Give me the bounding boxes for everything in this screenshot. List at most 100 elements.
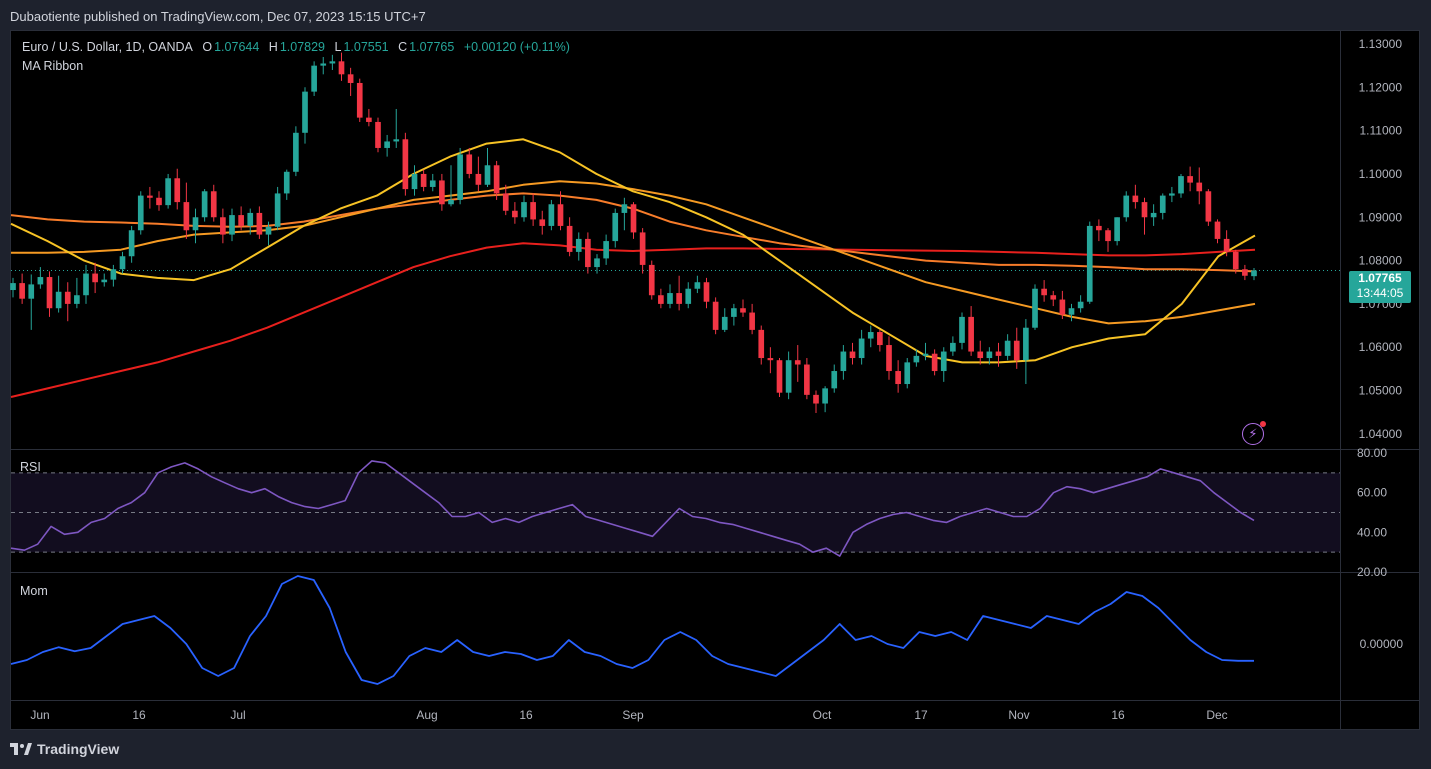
- candle-body: [229, 215, 235, 235]
- mom-label[interactable]: Mom: [20, 584, 48, 598]
- candle-body: [475, 173, 482, 185]
- candle-body: [566, 225, 573, 252]
- candle-body: [448, 199, 454, 205]
- candle-body: [986, 351, 993, 359]
- candle-body: [92, 273, 98, 283]
- candle-body: [502, 193, 509, 211]
- time-tick-label: Jul: [230, 708, 245, 722]
- candle-body: [740, 308, 746, 313]
- rsi-tick-label: 40.00: [1357, 525, 1387, 539]
- candle-body: [867, 332, 874, 339]
- candle-body: [575, 238, 582, 252]
- candle-body: [703, 282, 710, 302]
- candle-body: [639, 232, 646, 265]
- candle-body: [1050, 295, 1057, 300]
- time-tick-label: 16: [132, 708, 146, 722]
- candle-body: [466, 154, 473, 174]
- time-tick-label: 16: [519, 708, 533, 722]
- ma-mid-line: [11, 180, 1256, 325]
- candle-body: [822, 388, 828, 404]
- candle-body: [201, 191, 208, 218]
- candle-body: [840, 351, 847, 372]
- rsi-label[interactable]: RSI: [20, 460, 41, 474]
- candle-body: [585, 238, 591, 268]
- candle-body: [420, 173, 427, 187]
- candle-body: [1196, 182, 1203, 192]
- price-tick-label: 1.12000: [1359, 80, 1403, 94]
- candle-body: [55, 291, 62, 309]
- candle-body: [1105, 230, 1111, 242]
- candle-body: [904, 362, 911, 385]
- candle-body: [1187, 176, 1193, 183]
- momentum-line: [10, 575, 1254, 685]
- price-tick-label: 1.10000: [1359, 167, 1403, 181]
- symbol-name[interactable]: Euro / U.S. Dollar, 1D, OANDA: [22, 40, 193, 54]
- rsi-tick-label: 20.00: [1357, 565, 1387, 579]
- candle-body: [1041, 288, 1047, 296]
- candle-body: [384, 141, 390, 148]
- candle-body: [594, 258, 600, 268]
- candle-body: [512, 210, 518, 218]
- ma-ribbon-label[interactable]: MA Ribbon: [22, 59, 84, 73]
- time-tick-label: Aug: [416, 708, 437, 722]
- candle-body: [968, 316, 974, 352]
- candle-body: [1059, 299, 1066, 315]
- candle-body: [329, 61, 336, 64]
- chart-frame[interactable]: [10, 30, 1420, 730]
- candle-body: [192, 217, 199, 231]
- time-tick-label: Nov: [1008, 708, 1029, 722]
- candle-body: [439, 180, 445, 205]
- candle-body: [1032, 288, 1038, 328]
- rsi-tick-label: 60.00: [1357, 486, 1387, 500]
- candle-body: [1096, 225, 1102, 231]
- candle-body: [813, 394, 819, 404]
- candle-body: [64, 291, 71, 304]
- candle-body: [338, 61, 345, 75]
- last-price: 1.07765: [1358, 271, 1402, 285]
- candle-body: [1077, 301, 1084, 309]
- high-value: 1.07829: [279, 40, 325, 54]
- price-tick-label: 1.06000: [1359, 340, 1403, 354]
- candle-body: [995, 351, 1002, 356]
- candle-body: [950, 342, 956, 352]
- close-value: 1.07765: [409, 40, 455, 54]
- price-tick-label: 1.13000: [1359, 37, 1403, 51]
- mom-tick-label: 0.00000: [1360, 637, 1404, 651]
- candle-body: [1214, 221, 1221, 239]
- symbol-legend[interactable]: Euro / U.S. Dollar, 1D, OANDA O 1.07644 H…: [22, 40, 572, 54]
- candle-body: [147, 195, 153, 198]
- candle-body: [530, 202, 536, 220]
- time-tick-label: Sep: [622, 708, 644, 722]
- ma-fast-line: [10, 138, 1256, 364]
- candle-body: [1114, 217, 1120, 242]
- tradingview-brand: TradingView: [37, 741, 120, 757]
- candle-body: [676, 293, 682, 304]
- ma-200-line: [10, 242, 1256, 398]
- candle-body: [101, 279, 108, 283]
- candle-body: [238, 215, 244, 226]
- candle-body: [302, 91, 308, 133]
- candle-body: [895, 371, 901, 385]
- tradingview-logo[interactable]: TradingView: [10, 741, 119, 757]
- candle-body: [886, 345, 892, 372]
- candle-body: [375, 121, 381, 148]
- candle-body: [794, 360, 801, 365]
- open-label: O: [202, 40, 213, 54]
- candle-body: [849, 351, 856, 359]
- candle-body: [165, 178, 171, 206]
- lightning-icon[interactable]: ⚡: [1242, 421, 1266, 445]
- candle-body: [220, 217, 226, 235]
- candle-body: [913, 355, 920, 363]
- candle-body: [1159, 195, 1166, 213]
- candle-body: [356, 82, 363, 118]
- time-tick-label: 17: [914, 708, 928, 722]
- candle-body: [256, 212, 263, 235]
- candle-body: [119, 256, 126, 270]
- candle-body: [977, 351, 984, 359]
- candle-body: [1123, 195, 1130, 218]
- candle-body: [922, 353, 929, 356]
- candle-body: [630, 204, 637, 233]
- candle-body: [1242, 269, 1248, 276]
- candle-body: [1132, 195, 1139, 203]
